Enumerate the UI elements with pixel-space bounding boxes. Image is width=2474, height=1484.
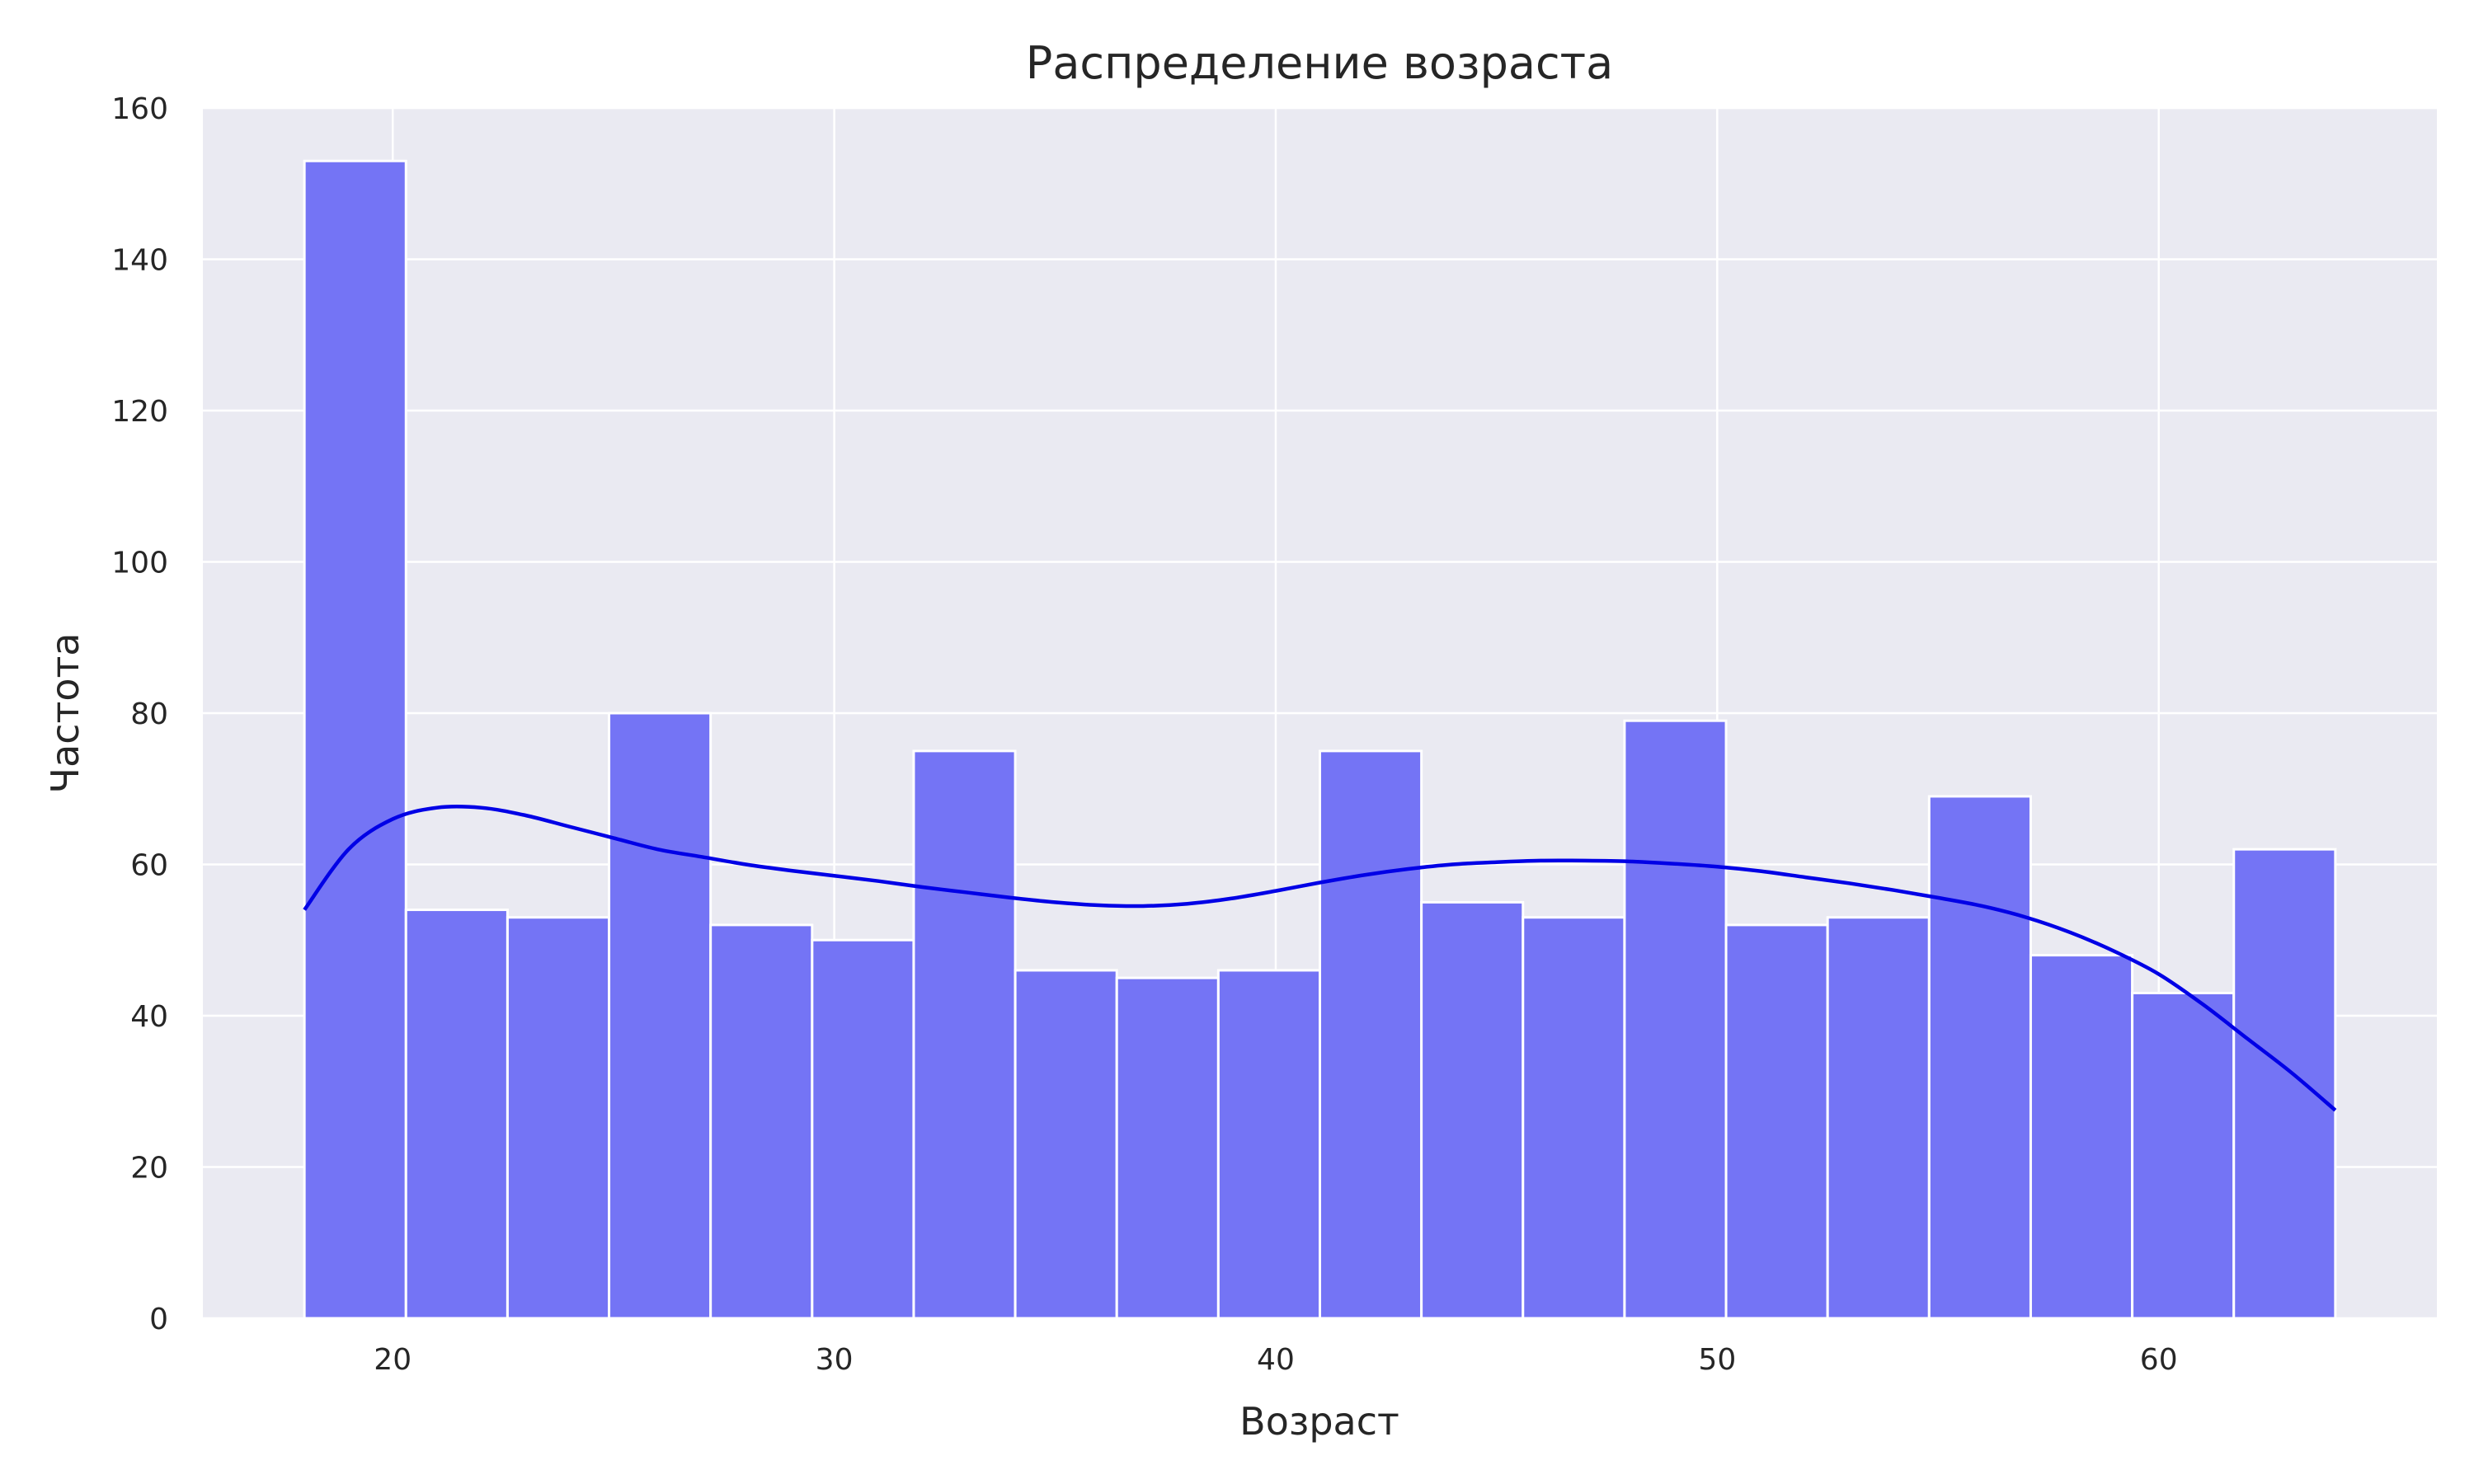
y-tick-label: 100 (111, 547, 168, 580)
x-axis-label: Возраст (1239, 1399, 1399, 1444)
y-tick-label: 20 (130, 1152, 168, 1186)
y-axis-label: Частота (43, 633, 87, 794)
histogram-bar (1724, 923, 1829, 1320)
histogram-bar (912, 749, 1017, 1320)
y-tick-labels: 0 20 40 60 80 100 120 140 160 (111, 92, 168, 1336)
y-tick-label: 160 (111, 92, 168, 126)
histogram-bars (303, 159, 2337, 1320)
histogram-bar (1014, 969, 1118, 1320)
x-tick-label: 30 (816, 1343, 854, 1377)
y-tick-label: 120 (111, 395, 168, 429)
y-tick-label: 60 (130, 849, 168, 883)
histogram-bar (404, 909, 509, 1320)
y-tick-label: 40 (130, 1000, 168, 1034)
x-tick-label: 20 (374, 1343, 412, 1377)
histogram-bar (1216, 969, 1322, 1320)
histogram-bar (1115, 976, 1220, 1320)
histogram-bar (1826, 916, 1931, 1320)
histogram-bar (811, 938, 915, 1320)
histogram-bar (1319, 749, 1423, 1320)
histogram-bar (2232, 848, 2337, 1320)
histogram-bar (2131, 991, 2236, 1320)
histogram-bar (2029, 954, 2134, 1320)
histogram-bar (1927, 795, 2032, 1320)
y-tick-label: 80 (130, 697, 168, 731)
x-tick-label: 50 (1698, 1343, 1736, 1377)
y-tick-label: 140 (111, 244, 168, 278)
y-tick-label: 0 (149, 1303, 168, 1336)
x-tick-label: 60 (2140, 1343, 2178, 1377)
x-tick-labels: 20 30 40 50 60 (374, 1343, 2177, 1377)
histogram-bar (1420, 900, 1525, 1320)
histogram-bar (303, 159, 407, 1320)
histogram-bar (1522, 916, 1626, 1320)
x-tick-label: 40 (1257, 1343, 1295, 1377)
histogram-bar (608, 711, 713, 1320)
histogram-bar (709, 923, 814, 1320)
kde-curve (303, 805, 2337, 1112)
chart-title: Распределение возраста (1026, 37, 1613, 89)
histogram-bar (1623, 719, 1728, 1320)
histogram-bar (506, 916, 611, 1320)
